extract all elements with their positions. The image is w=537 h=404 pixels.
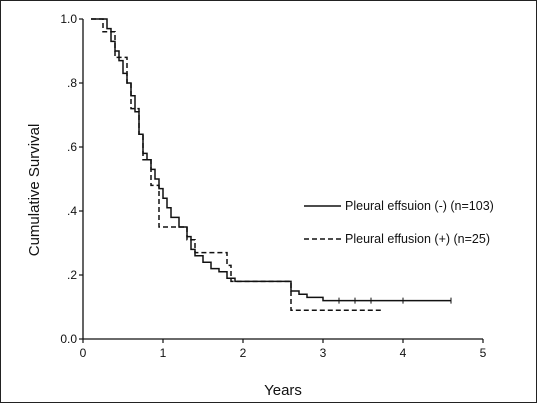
- y-tick-label: .8: [67, 76, 77, 90]
- x-tick-label: 0: [80, 346, 87, 360]
- y-tick-label: .2: [67, 268, 77, 282]
- x-tick-label: 1: [160, 346, 167, 360]
- y-tick-label: .6: [67, 140, 77, 154]
- x-axis-label: Years: [264, 382, 302, 399]
- x-tick-label: 3: [320, 346, 327, 360]
- y-tick-label: 0.0: [60, 332, 77, 346]
- legend-label-2: Pleural effusion (+) (n=25): [345, 232, 490, 246]
- x-tick-label: 5: [480, 346, 487, 360]
- legend: Pleural effsuion (-) (n=103) Pleural effu…: [304, 199, 494, 246]
- series-line-2: [91, 18, 383, 311]
- axis-ticks: 0.0 .2 .4 .6 .8 1.0 0 1 2 3 4 5: [60, 12, 486, 360]
- y-tick-label: 1.0: [60, 12, 77, 26]
- x-tick-label: 2: [240, 346, 247, 360]
- legend-label-1: Pleural effsuion (-) (n=103): [345, 199, 494, 213]
- series-lines: [91, 18, 452, 311]
- y-axis-label: Cumulative Survival: [26, 124, 43, 257]
- y-tick-label: .4: [67, 204, 77, 218]
- x-tick-label: 4: [400, 346, 407, 360]
- axes: [82, 19, 483, 340]
